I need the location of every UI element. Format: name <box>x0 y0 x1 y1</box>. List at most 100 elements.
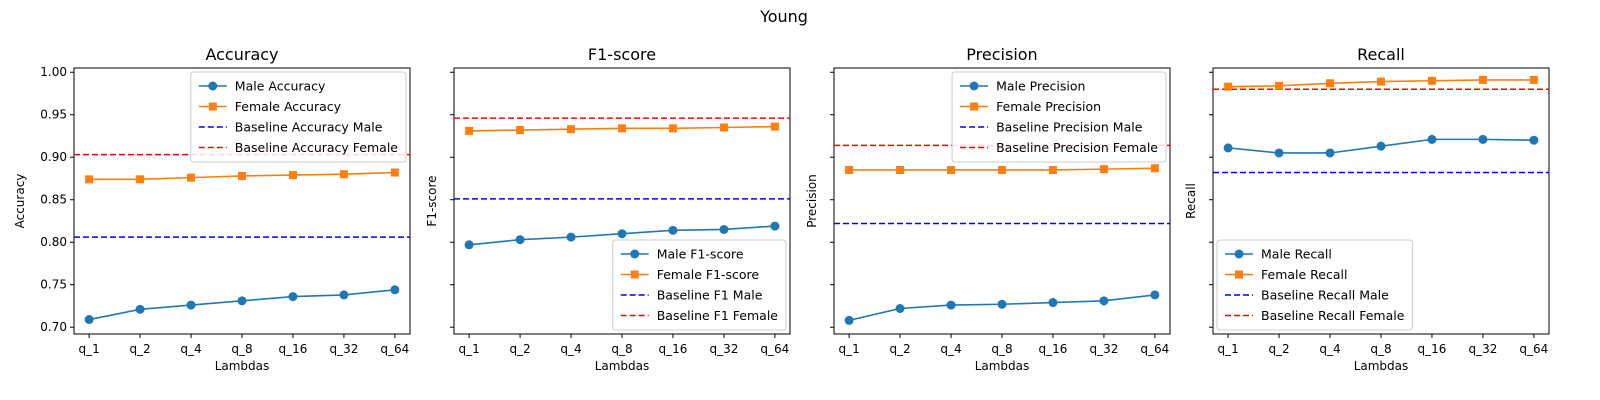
x-tick-label: q_64 <box>1519 342 1548 356</box>
legend-label: Baseline Recall Male <box>1261 288 1389 303</box>
legend-frame <box>951 71 1167 163</box>
legend-label: Female Recall <box>1261 267 1347 282</box>
data-point <box>947 165 956 174</box>
x-tick-label: q_64 <box>760 342 789 356</box>
data-point <box>339 170 348 179</box>
data-point <box>1224 82 1233 91</box>
legend-label: Male Precision <box>996 79 1085 94</box>
legend: Male Accuracy Female Accuracy Baseline Acc… <box>190 71 407 163</box>
x-tick-label: q_32 <box>709 342 738 356</box>
data-point <box>186 300 196 310</box>
legend-label: Baseline Accuracy Female <box>235 140 399 155</box>
data-point <box>238 171 246 180</box>
data-point <box>770 221 780 231</box>
x-tick-label: q_64 <box>1140 342 1169 356</box>
data-point <box>516 126 525 135</box>
data-point <box>1048 165 1057 174</box>
y-tick-label: 0.75 <box>40 278 67 292</box>
data-point <box>135 304 145 314</box>
x-tick-label: q_16 <box>659 342 688 356</box>
x-tick-label: q_16 <box>1039 342 1068 356</box>
data-point <box>567 125 576 134</box>
data-point <box>844 315 854 325</box>
legend-swatch-marker <box>630 270 639 279</box>
x-tick-label: q_2 <box>1268 342 1289 356</box>
x-tick-label: q_2 <box>129 342 150 356</box>
legend-label: Male Recall <box>1261 247 1332 262</box>
y-axis-label: F1-score <box>425 175 439 226</box>
chart-panel-3: Recall q_1 q_2 q_4 q_8 q_16 q_32 q_64 Lambdas Rec… <box>1184 45 1550 373</box>
data-point <box>1099 165 1108 174</box>
data-point <box>1150 164 1159 173</box>
x-tick-label: q_4 <box>1319 342 1340 356</box>
y-axis-label: Accuracy <box>13 174 27 229</box>
data-point <box>515 235 525 245</box>
data-point <box>85 175 94 184</box>
legend-swatch-marker <box>970 102 979 111</box>
chart-title: Accuracy <box>205 45 278 64</box>
series-1 <box>1224 75 1538 91</box>
data-point <box>719 123 728 132</box>
x-tick-label: q_64 <box>380 342 409 356</box>
legend-label: Female Accuracy <box>235 99 342 114</box>
data-point <box>1427 134 1437 144</box>
x-axis-label: Lambdas <box>215 359 270 373</box>
y-tick-label: 0.70 <box>40 320 67 334</box>
x-tick-label: q_32 <box>1089 342 1118 356</box>
chart-panel-1: F1-score q_1 q_2 q_4 q_8 q_16 q_32 q_64 Lambdas F… <box>425 45 791 373</box>
x-tick-label: q_32 <box>1468 342 1497 356</box>
data-point <box>719 224 729 234</box>
x-tick-label: q_8 <box>611 342 632 356</box>
chart-title: F1-score <box>588 45 656 64</box>
x-axis-label: Lambdas <box>595 359 650 373</box>
series-0 <box>84 285 400 325</box>
data-point <box>895 304 905 314</box>
data-point <box>187 173 196 182</box>
chart-title: Recall <box>1357 45 1405 64</box>
chart-title: Precision <box>966 45 1037 64</box>
y-axis-label: Precision <box>805 174 819 228</box>
data-point <box>339 290 349 300</box>
legend-label: Baseline Precision Female <box>996 140 1158 155</box>
legend-swatch-marker <box>208 81 218 91</box>
y-tick-label: 0.90 <box>40 150 67 164</box>
x-tick-label: q_2 <box>509 342 530 356</box>
series-0 <box>1223 134 1539 158</box>
legend-label: Male Accuracy <box>235 79 326 94</box>
legend-swatch-marker <box>630 249 640 259</box>
x-tick-label: q_8 <box>991 342 1012 356</box>
legend-label: Male F1-score <box>657 247 744 262</box>
data-point <box>464 240 474 250</box>
data-point <box>770 122 779 131</box>
y-tick-label: 0.85 <box>40 193 67 207</box>
data-point <box>946 300 956 310</box>
legend-frame <box>1216 239 1413 331</box>
data-point <box>390 168 399 177</box>
data-point <box>998 165 1006 174</box>
data-point <box>668 124 677 133</box>
x-tick-label: q_16 <box>279 342 308 356</box>
data-point <box>1275 81 1284 90</box>
x-tick-label: q_4 <box>560 342 581 356</box>
series-0 <box>844 290 1160 325</box>
x-tick-label: q_32 <box>329 342 358 356</box>
x-tick-label: q_1 <box>838 342 859 356</box>
data-point <box>465 126 474 135</box>
data-point <box>136 175 145 184</box>
data-point <box>617 229 627 239</box>
data-point <box>1099 296 1109 306</box>
data-point <box>668 225 678 235</box>
x-tick-label: q_16 <box>1418 342 1447 356</box>
legend-swatch-marker <box>208 102 217 111</box>
data-point <box>566 232 576 242</box>
data-point <box>896 165 905 174</box>
data-point <box>288 171 297 180</box>
x-tick-label: q_1 <box>78 342 99 356</box>
x-tick-label: q_1 <box>458 342 479 356</box>
data-point <box>1376 141 1386 151</box>
x-tick-label: q_4 <box>940 342 961 356</box>
data-point <box>237 296 247 306</box>
chart-panels: Accuracy 0.70 0.75 0.80 0.85 0.90 0.95 1.00 q_1 q… <box>13 45 1550 373</box>
legend-frame <box>190 71 407 163</box>
legend: Male Recall Female Recall Baseline Recall … <box>1216 239 1413 331</box>
